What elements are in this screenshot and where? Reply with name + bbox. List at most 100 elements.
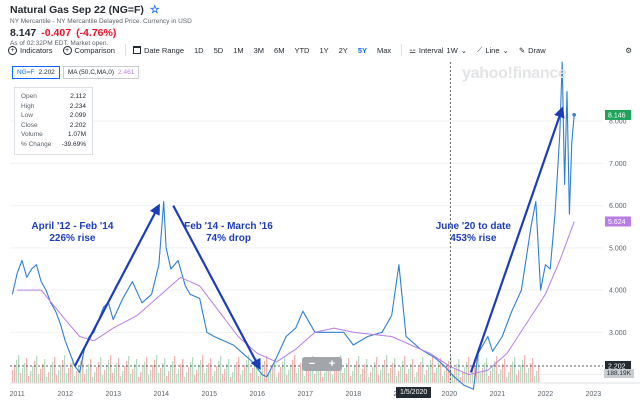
volume-bar bbox=[36, 356, 38, 383]
volume-bar bbox=[132, 369, 134, 383]
volume-bar bbox=[270, 369, 272, 383]
zoom-in-button[interactable]: + bbox=[328, 358, 336, 370]
ohlc-value: 1.07M bbox=[67, 131, 86, 138]
volume-bar bbox=[68, 368, 70, 383]
volume-bar bbox=[266, 356, 268, 383]
period-max[interactable]: Max bbox=[377, 45, 392, 55]
ma-chip[interactable]: MA (50,C,MA,0) 2.461 bbox=[62, 66, 140, 79]
volume-bar bbox=[222, 374, 224, 383]
ohlc-value: -39.69% bbox=[61, 140, 86, 148]
volume-bar bbox=[96, 367, 98, 383]
volume-bar bbox=[268, 374, 270, 383]
period-ytd[interactable]: YTD bbox=[294, 45, 310, 55]
volume-bar bbox=[56, 375, 58, 383]
volume-bar bbox=[200, 360, 202, 383]
y-tick-label: 3.000 bbox=[609, 330, 627, 337]
volume-bar bbox=[228, 359, 230, 383]
volume-bar bbox=[260, 371, 262, 383]
period-6m[interactable]: 6M bbox=[274, 45, 285, 55]
volume-bar bbox=[120, 376, 122, 383]
plus-circle-icon: + bbox=[8, 45, 17, 55]
volume-bar bbox=[390, 368, 392, 383]
x-tick-label: 2018 bbox=[346, 391, 362, 398]
indicators-button[interactable]: + Indicators bbox=[8, 45, 53, 55]
interval-button[interactable]: ⚍ Interval 1W ⌄ bbox=[409, 46, 467, 55]
volume-bar bbox=[520, 365, 522, 383]
volume-bar bbox=[90, 359, 92, 383]
volume-bar bbox=[110, 355, 112, 383]
volume-bar bbox=[410, 364, 412, 383]
volume-bar bbox=[34, 361, 36, 383]
volume-bar bbox=[206, 368, 208, 383]
volume-bar bbox=[354, 366, 356, 383]
volume-bar bbox=[214, 371, 216, 383]
x-tick-label: 2017 bbox=[298, 391, 314, 398]
volume-bar bbox=[346, 363, 348, 383]
volume-bar bbox=[310, 361, 312, 383]
symbol-chip-label: NG=F bbox=[17, 69, 35, 76]
volume-bar bbox=[32, 366, 34, 383]
zoom-out-button[interactable]: − bbox=[308, 358, 316, 370]
period-1d[interactable]: 1D bbox=[194, 45, 204, 55]
date-range-button[interactable]: Date Range bbox=[132, 46, 184, 55]
volume-bar bbox=[188, 367, 190, 383]
zoom-controls: − + bbox=[302, 357, 342, 371]
settings-button[interactable]: ⚙ bbox=[625, 46, 632, 55]
volume-bar bbox=[450, 356, 452, 383]
x-tick-label: 2022 bbox=[538, 391, 554, 398]
quote-header: Natural Gas Sep 22 (NG=F) ☆ NY Mercantil… bbox=[10, 3, 192, 48]
quote-title-row: Natural Gas Sep 22 (NG=F) ☆ bbox=[10, 3, 192, 17]
volume-tag: 188.19K bbox=[603, 369, 634, 378]
period-5y[interactable]: 5Y bbox=[357, 45, 368, 55]
volume-bar bbox=[88, 364, 90, 383]
volume-bar bbox=[116, 363, 118, 383]
chart-type-button[interactable]: ⟋ Line ⌄ bbox=[477, 45, 509, 55]
period-1m[interactable]: 1M bbox=[233, 45, 244, 55]
volume-bar bbox=[210, 358, 212, 383]
volume-bar bbox=[232, 372, 234, 383]
volume-bar bbox=[114, 368, 116, 383]
star-icon[interactable]: ☆ bbox=[149, 4, 160, 16]
volume-bar bbox=[454, 369, 456, 383]
volume-bar bbox=[20, 373, 22, 383]
volume-bar bbox=[482, 368, 484, 383]
volume-bar bbox=[508, 372, 510, 383]
volume-bar bbox=[506, 377, 508, 383]
volume-bar bbox=[280, 367, 282, 383]
volume-bar bbox=[494, 361, 496, 383]
annotation-title: April '12 - Feb '14 bbox=[31, 221, 113, 232]
volume-bar bbox=[470, 375, 472, 383]
volume-bar bbox=[436, 368, 438, 383]
volume-bar bbox=[404, 356, 406, 383]
volume-bar bbox=[70, 363, 72, 383]
volume-bar bbox=[532, 358, 534, 383]
comparison-button[interactable]: + Comparison bbox=[62, 45, 115, 55]
volume-bar bbox=[226, 364, 228, 383]
volume-bar bbox=[452, 374, 454, 383]
volume-bar bbox=[384, 360, 386, 383]
period-1y[interactable]: 1Y bbox=[319, 45, 329, 55]
volume-bar bbox=[362, 369, 364, 383]
x-tick-label: 2021 bbox=[490, 391, 506, 398]
volume-bar bbox=[434, 373, 436, 383]
volume-bar bbox=[426, 370, 428, 383]
symbol-chip[interactable]: NG=F 2.202 bbox=[12, 66, 60, 79]
volume-bar bbox=[380, 370, 382, 383]
period-3m[interactable]: 3M bbox=[253, 45, 265, 55]
period-2y[interactable]: 2Y bbox=[338, 45, 348, 55]
chart-type-label: Line bbox=[485, 45, 500, 55]
y-tick-label: 5.000 bbox=[609, 245, 627, 252]
draw-button[interactable]: ✎ Draw bbox=[519, 46, 546, 55]
last-price-dot bbox=[572, 112, 576, 117]
period-5d[interactable]: 5D bbox=[213, 45, 224, 55]
volume-bar bbox=[220, 356, 222, 383]
volume-bar bbox=[400, 366, 402, 383]
ohlc-label: Close bbox=[21, 121, 38, 129]
current-price: 8.147 bbox=[10, 27, 37, 39]
price-chart[interactable]: 2.0003.0004.0005.0006.0007.0008.00020112… bbox=[0, 59, 640, 417]
volume-bar bbox=[376, 357, 378, 383]
volume-bar bbox=[80, 361, 82, 383]
crosshair-price-tag-bg bbox=[605, 361, 631, 372]
volume-bar bbox=[432, 355, 434, 383]
volume-bar bbox=[438, 363, 440, 383]
